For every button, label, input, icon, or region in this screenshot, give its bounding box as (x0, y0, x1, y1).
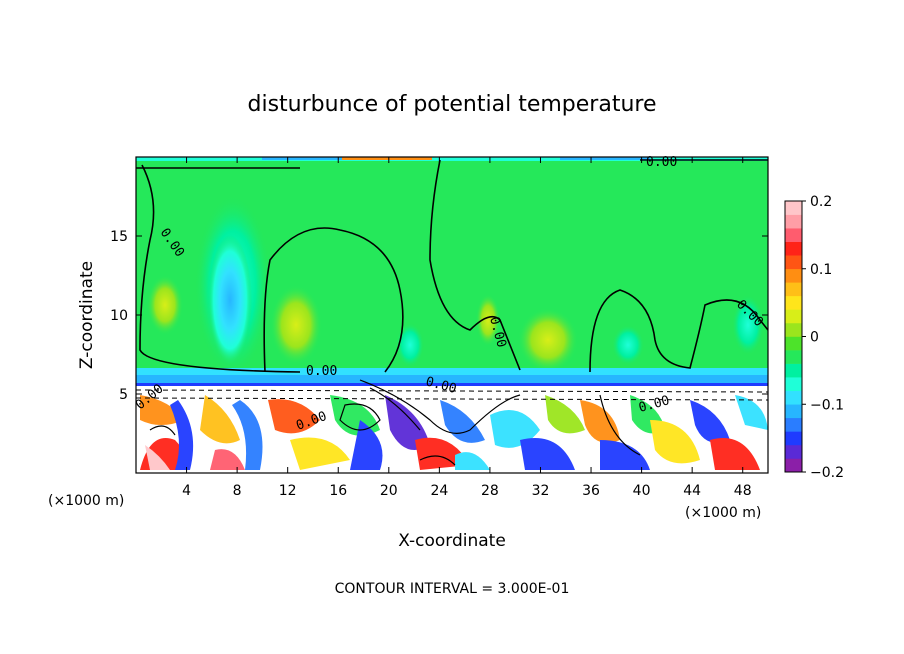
colorbar-swatch (785, 309, 802, 324)
colorbar-ticks: 0.2 0.1 0 −0.1 −0.2 (802, 194, 844, 481)
x-tick-label: 28 (481, 483, 499, 499)
x-tick-label: 8 (233, 483, 242, 499)
heatmap-field (136, 157, 768, 473)
colorbar-swatch (785, 214, 802, 229)
x-tick-label: 12 (279, 483, 297, 499)
x-tick-label: 44 (683, 483, 701, 499)
colorbar-swatch (785, 363, 802, 378)
colorbar-tick-label: 0 (810, 330, 819, 346)
y-axis: 5 10 15 (110, 229, 768, 403)
y-axis-label: Z-coordinate (77, 261, 97, 369)
x-unit-right: (×1000 m) (685, 505, 761, 521)
contour-label: 0.00 (306, 364, 337, 379)
colorbar-swatch (785, 458, 802, 473)
x-tick-label: 16 (329, 483, 347, 499)
x-tick-label: 36 (582, 483, 600, 499)
colorbar-swatch (785, 390, 802, 405)
colorbar-swatch (785, 228, 802, 242)
colorbar (785, 201, 802, 473)
x-axis: 4 8 12 16 20 24 28 32 36 40 44 48 (182, 157, 752, 499)
colorbar-tick-label: 0.1 (810, 262, 832, 278)
chart-title: disturbunce of potential temperature (248, 92, 657, 117)
y-tick-label: 15 (110, 229, 128, 245)
colorbar-swatch (785, 404, 802, 419)
x-tick-label: 32 (532, 483, 550, 499)
contour-label: 0.00 (646, 155, 677, 170)
colorbar-tick-label: −0.1 (810, 397, 844, 413)
colorbar-swatch (785, 295, 802, 310)
colorbar-swatch (785, 350, 802, 364)
y-tick-label: 10 (110, 308, 128, 324)
colorbar-swatch (785, 241, 802, 256)
colorbar-swatch (785, 377, 802, 391)
y-tick-label: 5 (119, 387, 128, 403)
x-tick-label: 24 (430, 483, 448, 499)
colorbar-swatch (785, 255, 802, 270)
x-tick-label: 4 (182, 483, 191, 499)
colorbar-swatch (785, 201, 802, 215)
contour-interval-note: CONTOUR INTERVAL = 3.000E-01 (335, 581, 570, 597)
x-tick-label: 40 (633, 483, 651, 499)
colorbar-tick-label: −0.2 (810, 465, 844, 481)
colorbar-tick-label: 0.2 (810, 194, 832, 210)
colorbar-swatch (785, 268, 802, 283)
x-tick-label: 48 (734, 483, 752, 499)
x-tick-label: 20 (380, 483, 398, 499)
colorbar-swatch (785, 322, 802, 337)
colorbar-swatch (785, 282, 802, 297)
colorbar-swatch (785, 444, 802, 459)
colorbar-swatch (785, 336, 802, 351)
x-unit-left: (×1000 m) (48, 493, 124, 509)
x-axis-label: X-coordinate (398, 531, 506, 551)
colorbar-swatch (785, 417, 802, 432)
colorbar-swatch (785, 431, 802, 446)
